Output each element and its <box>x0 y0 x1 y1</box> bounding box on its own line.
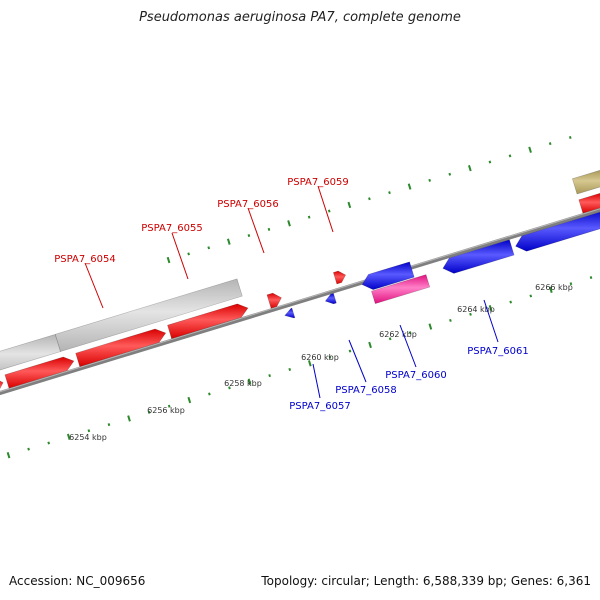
lower-scale-tick <box>167 404 171 408</box>
forward-gene-arrow <box>167 303 249 339</box>
accession-label: Accession: NC_009656 <box>9 574 146 588</box>
forward-gene-label: PSPA7_6056 <box>217 199 278 210</box>
upper-scale-tick <box>468 164 472 172</box>
scale-tick-label: 6254 kbp <box>69 433 107 442</box>
scale-tick-label: 6260 kbp <box>301 353 339 362</box>
reverse-gene-label: PSPA7_6060 <box>385 370 446 381</box>
forward-gene-label: PSPA7_6055 <box>141 223 202 234</box>
genome-stats-label: Topology: circular; Length: 6,588,339 bp… <box>261 574 591 588</box>
lower-scale-tick <box>6 452 11 459</box>
lower-scale-tick <box>268 374 271 378</box>
upper-scale-tick <box>166 256 171 264</box>
lower-scale-tick <box>27 447 30 451</box>
forward-gene-arrow <box>4 356 75 389</box>
upper-scale-tick <box>368 197 371 201</box>
backbone-highlight <box>0 208 600 393</box>
reverse-gene-label: PSPA7_6058 <box>335 385 396 396</box>
gene-label-leader <box>399 324 417 368</box>
pseudogene-bar <box>54 278 243 352</box>
forward-gene-arrow <box>75 328 167 367</box>
lower-scale-tick <box>66 433 71 441</box>
lower-scale-tick <box>488 305 493 312</box>
upper-scale-tick <box>187 252 190 256</box>
reverse-gene-arrow <box>284 307 296 319</box>
lower-scale-tick <box>589 276 593 280</box>
forward-gene-label: PSPA7_6059 <box>287 177 348 188</box>
lower-scale-tick <box>549 286 553 293</box>
scale-tick-label: 6258 kbp <box>224 379 262 388</box>
upper-scale-tick <box>407 183 412 190</box>
reverse-gene-label: PSPA7_6057 <box>289 401 350 412</box>
scale-tick-label: 6264 kbp <box>457 305 495 314</box>
upper-scale-tick <box>247 234 251 238</box>
upper-scale-tick <box>528 146 532 153</box>
lower-scale-tick <box>127 415 131 422</box>
tan-gene-bar <box>572 169 600 195</box>
upper-scale-tick <box>327 209 331 213</box>
forward-gene-arrow <box>266 292 282 309</box>
lower-scale-tick <box>368 341 372 349</box>
gene-label-leader <box>483 299 499 343</box>
lower-scale-tick <box>87 429 91 433</box>
upper-scale-tick <box>488 160 492 164</box>
upper-scale-tick <box>287 220 291 227</box>
forward-gene-arrow <box>332 270 347 285</box>
lower-scale-tick <box>247 378 252 385</box>
upper-scale-tick <box>548 142 552 146</box>
upper-scale-tick <box>347 201 352 209</box>
lower-scale-tick <box>428 323 433 330</box>
lower-scale-tick <box>208 392 211 396</box>
reverse-gene-label: PSPA7_6061 <box>467 346 528 357</box>
gene-label-leader <box>317 185 334 233</box>
lower-scale-tick <box>228 386 231 390</box>
gene-label-leader <box>171 232 189 280</box>
lower-scale-tick <box>307 360 312 367</box>
upper-scale-tick <box>226 238 231 245</box>
lower-scale-tick <box>408 331 412 335</box>
genome-backbone <box>0 207 600 396</box>
scale-tick-label: 6262 kbp <box>379 330 417 339</box>
lower-scale-tick <box>529 294 533 298</box>
gene-label-leader <box>247 207 265 254</box>
forward-gene-arrow <box>578 193 600 214</box>
lower-scale-tick <box>328 355 332 359</box>
gene-label-leader <box>348 339 367 383</box>
lower-scale-tick <box>509 300 513 304</box>
reverse-gene-arrow <box>361 261 415 290</box>
forward-gene-arrow <box>0 380 4 390</box>
upper-scale-tick <box>568 136 572 140</box>
upper-scale-tick <box>307 215 311 219</box>
scale-tick-label: 6266 kbp <box>535 283 573 292</box>
gene-label-leader <box>312 363 321 399</box>
lower-scale-tick <box>107 423 111 427</box>
reverse-gene-arrow <box>515 211 600 252</box>
reverse-gene-arrow <box>324 293 337 305</box>
upper-scale-tick <box>428 178 431 182</box>
lower-scale-tick <box>47 441 51 445</box>
lower-scale-tick <box>388 337 392 341</box>
lower-scale-tick <box>469 312 472 316</box>
upper-scale-tick <box>267 227 271 231</box>
reverse-gene-arrow <box>442 239 515 274</box>
pink-gene-bar <box>371 274 431 305</box>
lower-scale-tick <box>288 367 292 371</box>
lower-scale-tick <box>187 396 192 404</box>
upper-scale-tick <box>388 191 391 195</box>
scale-tick-label: 6256 kbp <box>147 406 185 415</box>
page-title: Pseudomonas aeruginosa PA7, complete gen… <box>139 10 461 25</box>
lower-scale-tick <box>147 410 151 414</box>
upper-scale-tick <box>508 154 512 158</box>
upper-scale-tick <box>207 246 211 250</box>
lower-scale-tick <box>569 282 573 286</box>
upper-scale-tick <box>448 172 452 176</box>
lower-scale-tick <box>348 349 352 353</box>
lower-scale-tick <box>449 318 452 322</box>
gene-label-leader <box>84 262 104 309</box>
forward-gene-label: PSPA7_6054 <box>54 254 115 265</box>
